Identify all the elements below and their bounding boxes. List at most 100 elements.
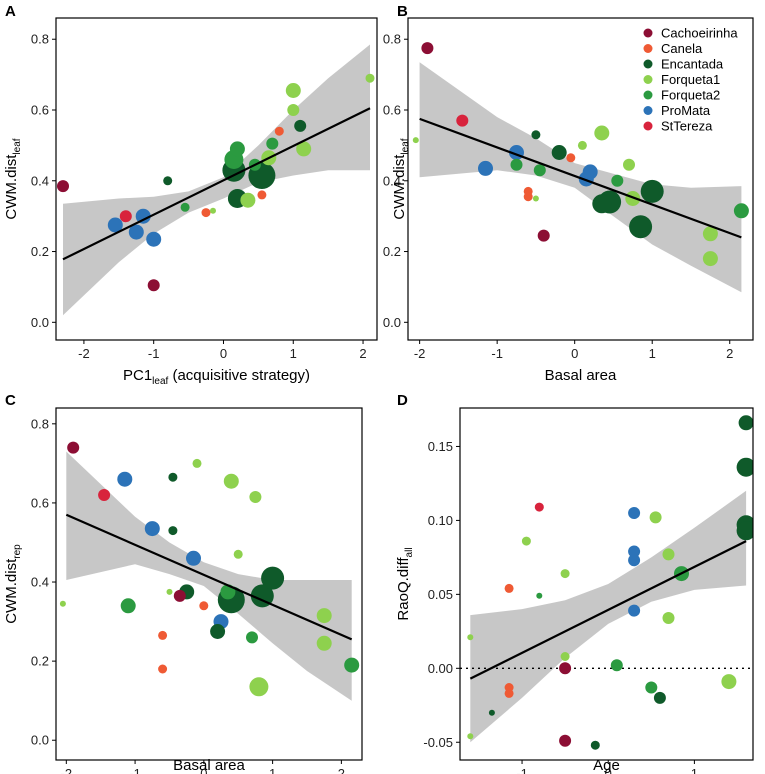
panel-a-point-cachoeirinha <box>57 180 69 193</box>
legend: CachoeirinhaCanelaEncantadaForqueta1Forq… <box>643 26 738 134</box>
panel-c-x-tick-label: 1 <box>269 766 276 774</box>
panel-a-point-forqueta1 <box>240 192 256 208</box>
panel-b-point-forqueta2 <box>533 164 546 177</box>
panel-a-point-canela <box>257 190 267 200</box>
panel-a-y-tick-label: 0.6 <box>31 103 49 118</box>
legend-label-encantada: Encantada <box>661 57 724 72</box>
panel-a-point-forqueta2 <box>266 137 279 150</box>
panel-c-y-tick-label: 0.8 <box>31 416 49 431</box>
panel-b-point-forqueta1 <box>412 137 419 144</box>
panel-d-letter: D <box>397 392 408 409</box>
panel-c-point-canela <box>199 601 209 611</box>
panel-c-point-encantada <box>261 566 285 590</box>
panel-a-confidence-band <box>63 44 370 316</box>
panel-a-x-title: PC1leaf (acquisitive strategy) <box>123 367 310 387</box>
panel-b-point-forqueta1 <box>594 125 610 141</box>
panel-d-y-tick-label: 0.10 <box>428 513 453 528</box>
panel-d-point-forqueta2 <box>610 659 623 672</box>
panel-b-point-forqueta2 <box>611 174 624 187</box>
panel-d-regression-line <box>469 540 747 680</box>
panel-b-point-forqueta2 <box>510 158 523 171</box>
panel-a-point-canela <box>274 126 284 136</box>
panel-b-point-canela <box>523 192 533 202</box>
panel-c-x-tick-label: -1 <box>129 766 141 774</box>
panel-d-point-forqueta1 <box>521 536 531 546</box>
panel-a-point-canela <box>201 208 211 218</box>
panel-c-point-sttereza <box>98 489 111 501</box>
panel-d-x-title: Age <box>593 757 620 774</box>
panel-c-plot-area <box>59 441 360 701</box>
panel-d-frame <box>459 407 754 761</box>
panel-b-x-tick-label: -2 <box>414 346 426 361</box>
panel-d-y-title: RaoQ.diffall <box>395 547 415 620</box>
panel-c-point-forqueta1 <box>316 635 332 651</box>
panel-b-y-title: CWM.distleaf <box>391 138 411 219</box>
panel-d-point-encantada <box>736 521 753 541</box>
panel-c-y-title: CWM.distrep <box>3 544 23 624</box>
panel-d-point-forqueta1 <box>662 548 675 561</box>
panel-c-regression-line <box>65 513 353 641</box>
panel-a-point-promata <box>128 224 144 240</box>
panel-a-y-tick-label: 0.2 <box>31 244 49 259</box>
panel-b-frame <box>407 17 754 341</box>
panel-a-regression-line <box>62 107 371 261</box>
panel-c-point-encantada <box>210 624 226 639</box>
panel-b-x-tick-label: -1 <box>491 346 503 361</box>
panel-c-frame <box>55 407 363 761</box>
panel-b-point-encantada <box>551 145 567 160</box>
legend-label-sttereza: StTereza <box>661 119 713 134</box>
legend-swatch-forqueta2 <box>643 90 653 100</box>
panel-a-point-promata <box>107 217 123 233</box>
panel-c-point-forqueta1 <box>249 491 262 503</box>
panel-c-point-encantada <box>250 584 274 608</box>
panel-d-point-promata <box>628 604 641 617</box>
panel-d-point-encantada <box>736 457 753 477</box>
panel-d-point-forqueta1 <box>560 652 570 661</box>
panel-b-y-tick-label: 0.6 <box>383 103 401 118</box>
panel-a-point-forqueta1 <box>210 207 216 214</box>
panel-b-point-forqueta1 <box>577 140 587 150</box>
panel-b-point-encantada <box>629 215 653 239</box>
panel-c-y-tick-label: 0.4 <box>31 575 49 590</box>
panel-c-point-forqueta2 <box>344 657 360 673</box>
panel-b-x-tick-label: 1 <box>649 346 656 361</box>
panel-a-point-promata <box>146 231 162 247</box>
panel-a: -2 -1 0 1 2 0.0 0.2 0.4 0.6 0.8 A PC1leaf (acquisit… <box>3 3 378 387</box>
panel-d-point-sttereza <box>534 502 544 512</box>
panel-c-point-forqueta2 <box>246 631 258 644</box>
panel-b-plot-area <box>412 42 749 293</box>
panel-d-point-encantada <box>738 415 753 431</box>
panel-c-y-tick-label: 0.2 <box>31 654 49 669</box>
panel-b-point-encantada <box>531 130 541 140</box>
panel-b-y-tick-label: 0.0 <box>383 315 401 330</box>
legend-label-promata: ProMata <box>661 103 711 118</box>
panel-d-point-cachoeirinha <box>559 734 572 747</box>
panel-b-point-canela <box>566 153 576 163</box>
panel-c-point-canela <box>158 630 168 640</box>
panel-b-point-forqueta1 <box>532 195 539 202</box>
panel-d-point-forqueta1 <box>662 612 675 624</box>
panel-d-point-canela <box>504 688 514 698</box>
panel-d-plot-area <box>460 415 753 750</box>
panel-d: -1 0 1 -0.05 0.00 0.05 0.10 0.15 D Age RaoQ.diffal… <box>395 392 754 774</box>
panel-d-y-tick-label: -0.05 <box>423 735 453 750</box>
panel-d-point-forqueta2 <box>645 681 658 694</box>
panel-c-point-forqueta1 <box>316 608 332 624</box>
panel-c-point-promata <box>117 471 133 487</box>
panel-c-point-forqueta1 <box>233 549 243 559</box>
panel-a-y-tick-label: 0.4 <box>31 173 49 188</box>
panel-c-point-canela <box>158 664 168 674</box>
legend-label-canela: Canela <box>661 41 703 56</box>
panel-a-y-title: CWM.distleaf <box>3 138 23 219</box>
panel-c-x-title: Basal area <box>173 757 245 774</box>
panel-b-point-forqueta1 <box>702 251 718 267</box>
panel-b-point-encantada <box>592 194 612 214</box>
panel-b-x-tick-label: 0 <box>571 346 578 361</box>
legend-swatch-promata <box>643 106 653 115</box>
panel-a-x-tick-label: 0 <box>220 346 227 361</box>
panel-a-x-tick-label: -2 <box>78 346 90 361</box>
panel-a-frame <box>55 17 378 341</box>
panel-b-regression-line <box>419 117 742 239</box>
panel-d-point-encantada <box>590 740 600 750</box>
